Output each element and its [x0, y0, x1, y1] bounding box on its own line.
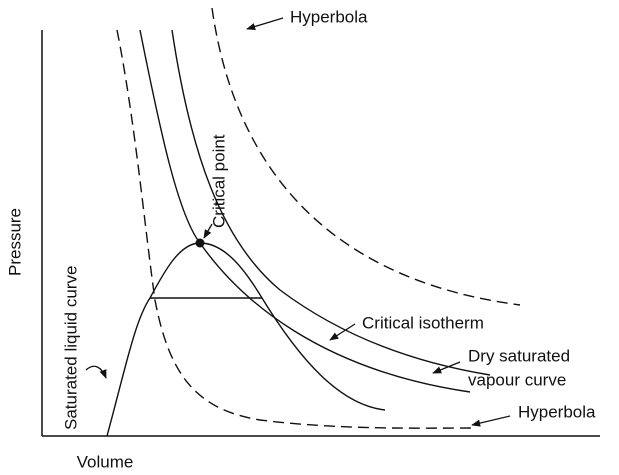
y-axis-label: Pressure [5, 208, 24, 276]
arrow [85, 365, 107, 379]
arrow [471, 415, 511, 427]
label-critical-point: Critical point [209, 134, 228, 228]
critical-isotherm [139, 29, 471, 393]
arrow [203, 223, 213, 239]
label-hyperbola-lower: Hyperbola [518, 402, 596, 421]
hyperbola-lower [116, 29, 476, 429]
label-saturated-liquid: Saturated liquid curve [61, 266, 80, 430]
critical-point [195, 238, 205, 248]
x-axis-label: Volume [77, 452, 134, 471]
isotherm-upper [171, 29, 491, 376]
arrow [432, 361, 461, 374]
arrow [246, 17, 284, 31]
label-hyperbola-upper: Hyperbola [290, 7, 368, 26]
arrow [329, 323, 356, 341]
hyperbola-upper [211, 7, 521, 306]
label-dry-saturated: Dry saturated [468, 346, 570, 365]
label-dry-saturated: vapour curve [468, 370, 566, 389]
saturation-dome [106, 242, 386, 437]
label-critical-isotherm: Critical isotherm [362, 313, 484, 332]
